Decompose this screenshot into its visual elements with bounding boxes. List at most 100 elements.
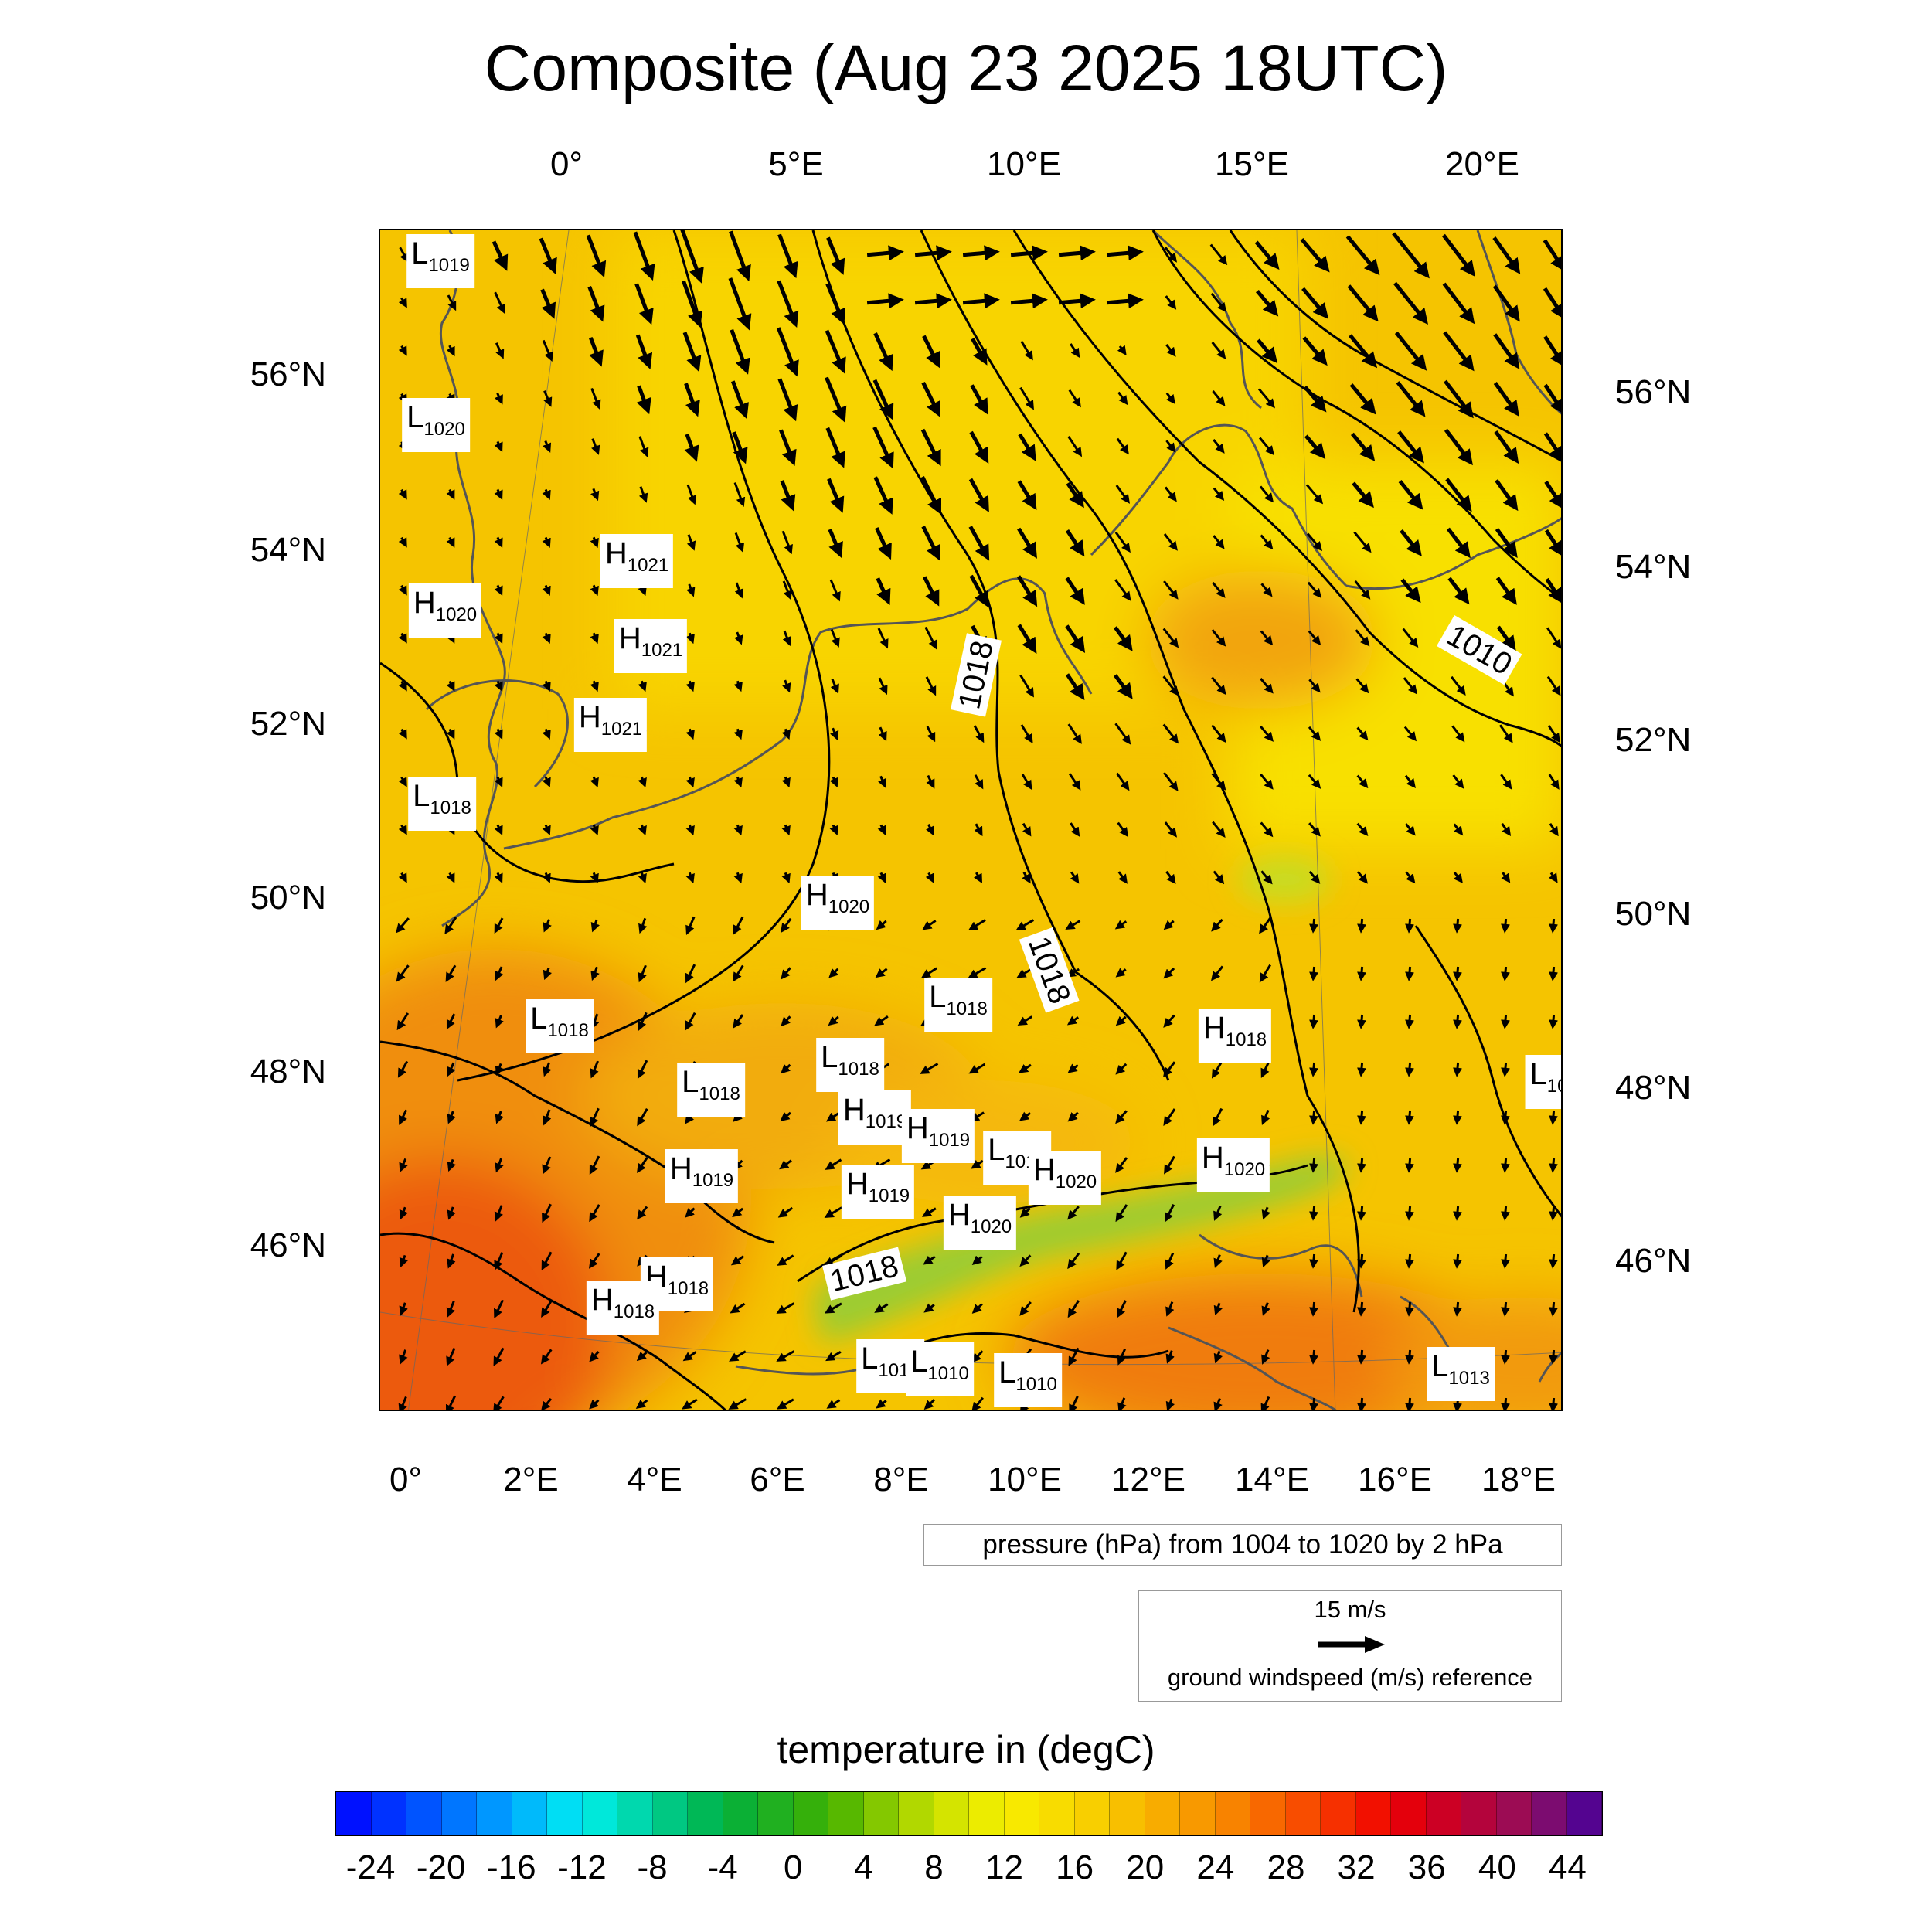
colorbar-cell	[1004, 1792, 1039, 1835]
map-panel[interactable]: L1019 L1020 H1021 H1020 H1021 H1021 L101…	[379, 229, 1563, 1411]
wind-arrow	[396, 917, 410, 934]
pressure-center-label: H1020	[943, 1196, 1017, 1250]
wind-arrow	[1447, 577, 1470, 605]
wind-arrow	[1116, 772, 1130, 791]
wind-arrow	[1213, 1205, 1223, 1221]
alpine-cool-zone	[813, 856, 1349, 1343]
lon-label-top: 5°E	[768, 145, 824, 183]
wind-arrow	[494, 632, 503, 644]
wind-arrow	[1116, 1251, 1128, 1270]
wind-arrow	[921, 381, 941, 418]
wind-arrow	[1115, 1157, 1128, 1173]
wind-arrow	[447, 294, 457, 311]
wind-arrow	[635, 334, 653, 370]
wind-arrow	[1308, 630, 1321, 645]
wind-arrow	[914, 245, 952, 261]
wind-arrow	[1400, 578, 1421, 604]
wind-arrow	[1301, 287, 1329, 319]
wind-arrow	[825, 427, 845, 468]
wind-arrow	[926, 726, 936, 743]
wind-arrow	[1066, 1015, 1080, 1026]
wind-arrow	[968, 1063, 986, 1074]
wind-arrow	[493, 1347, 505, 1366]
wind-arrow	[1544, 529, 1561, 557]
wind-arrow	[1114, 920, 1128, 930]
wind-arrow	[1058, 293, 1096, 309]
wind-arrow	[733, 916, 744, 935]
wind-arrow	[1453, 1301, 1462, 1317]
wind-arrow	[1211, 724, 1226, 743]
wind-arrow	[1165, 295, 1177, 310]
colorbar-cell	[1110, 1792, 1145, 1835]
colorbar-cell	[688, 1792, 723, 1835]
lat-label-right: 50°N	[1615, 895, 1692, 933]
wind-arrow	[398, 297, 407, 308]
wind-arrow	[1261, 1109, 1270, 1126]
wind-arrow	[445, 1395, 457, 1410]
wind-arrow	[1115, 1015, 1127, 1026]
wind-arrow	[685, 680, 695, 692]
wind-arrow	[734, 532, 745, 553]
wind-arrow	[777, 378, 798, 422]
wind-arrow	[1067, 1111, 1079, 1122]
lon-label-bottom: 14°E	[1235, 1461, 1309, 1498]
wind-arrow	[1259, 725, 1274, 742]
wind-reference-arrow-icon	[1318, 1636, 1385, 1653]
colorbar-tick-label: -8	[637, 1849, 668, 1886]
wind-arrow	[447, 1111, 456, 1124]
wind-arrow	[1068, 389, 1081, 408]
wind-arrow	[542, 584, 551, 597]
wind-arrow	[780, 480, 796, 512]
wind-arrow	[685, 1012, 696, 1031]
colorbar-cell	[1391, 1792, 1427, 1835]
wind-arrow	[542, 632, 551, 645]
wind-arrow	[1260, 678, 1274, 694]
wind-arrow	[540, 1349, 553, 1365]
wind-arrow	[920, 967, 937, 978]
wind-arrow	[825, 1111, 841, 1122]
wind-arrow	[1405, 823, 1416, 836]
wind-arrow	[1115, 1204, 1128, 1223]
wind-arrow	[1117, 1397, 1127, 1410]
wind-arrow	[732, 431, 748, 464]
wind-arrow	[1117, 345, 1127, 356]
wind-arrow	[829, 824, 838, 836]
wind-arrow	[590, 824, 599, 836]
wind-arrow	[1114, 723, 1131, 745]
wind-arrow	[637, 1206, 648, 1220]
wind-arrow	[398, 584, 407, 596]
wind-arrow	[589, 1204, 600, 1223]
wind-arrow	[1106, 245, 1144, 261]
lon-label-bottom: 4°E	[627, 1461, 682, 1498]
wind-arrow	[542, 339, 553, 362]
wind-arrow	[397, 1060, 409, 1078]
wind-arrow	[922, 1207, 937, 1217]
wind-arrow	[446, 680, 455, 692]
wind-arrow	[1545, 577, 1561, 604]
wind-arrow	[445, 964, 457, 982]
wind-arrow	[1067, 1206, 1080, 1220]
wind-arrow	[1070, 343, 1080, 359]
wind-arrow	[1069, 1396, 1079, 1410]
lon-label-top: 10°E	[987, 145, 1061, 183]
wind-arrow	[1066, 482, 1084, 509]
wind-arrow	[589, 1350, 600, 1362]
wind-arrow	[1211, 676, 1226, 696]
wind-arrow	[1017, 1015, 1033, 1026]
temperature-colorbar	[335, 1791, 1603, 1836]
wind-arrow	[969, 574, 989, 608]
wind-arrow	[1357, 1062, 1366, 1077]
wind-arrow	[1163, 1108, 1176, 1126]
wind-arrow	[540, 288, 556, 319]
wind-arrow	[494, 872, 503, 883]
wind-arrow	[589, 1253, 600, 1269]
chart-title: Composite (Aug 23 2025 18UTC)	[484, 32, 1448, 104]
wind-arrow	[542, 488, 551, 501]
wind-arrow	[587, 285, 605, 322]
wind-arrow	[730, 328, 750, 375]
wind-arrow	[1259, 917, 1272, 934]
wind-arrow	[1065, 624, 1086, 653]
wind-arrow	[542, 824, 551, 836]
wind-arrow	[1117, 1300, 1127, 1318]
wind-arrow	[968, 967, 987, 978]
